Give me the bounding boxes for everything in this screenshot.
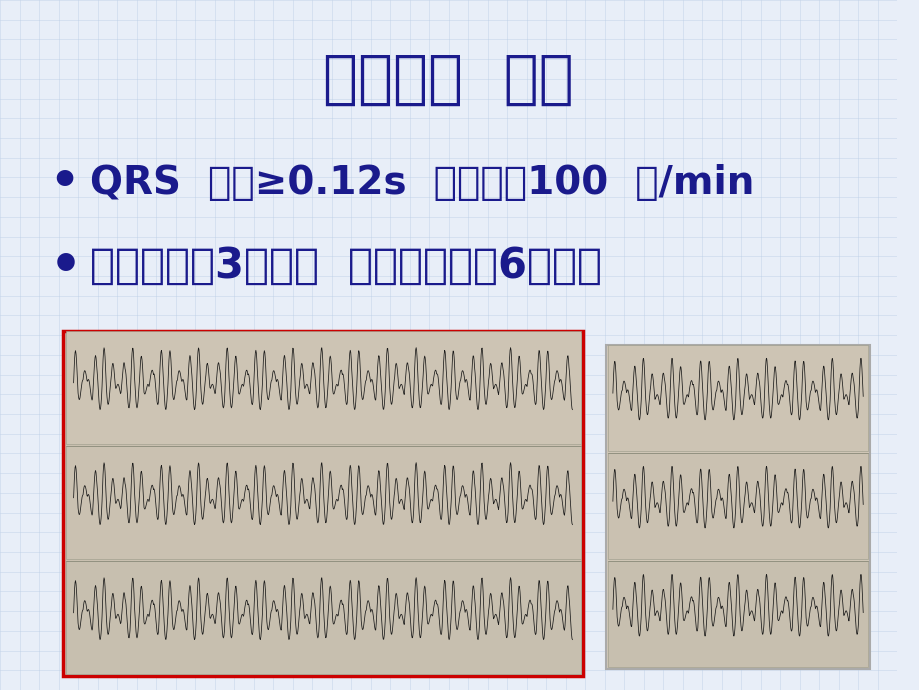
Bar [607, 453, 867, 559]
Bar [62, 331, 583, 676]
Text: •: • [50, 160, 79, 206]
Bar [65, 446, 580, 559]
Text: 自发：连续3个以上  ；诱发：连续6个以上: 自发：连续3个以上 ；诱发：连续6个以上 [90, 245, 601, 286]
Bar [607, 345, 867, 451]
Bar [65, 561, 580, 674]
Text: 前言（定  义）: 前言（定 义） [323, 51, 573, 108]
Text: QRS  时间≥0.12s  ；频率＞100  次/min: QRS 时间≥0.12s ；频率＞100 次/min [90, 164, 754, 202]
Bar [65, 331, 580, 444]
Bar [607, 561, 867, 667]
Text: •: • [50, 241, 81, 290]
Bar [605, 345, 869, 669]
